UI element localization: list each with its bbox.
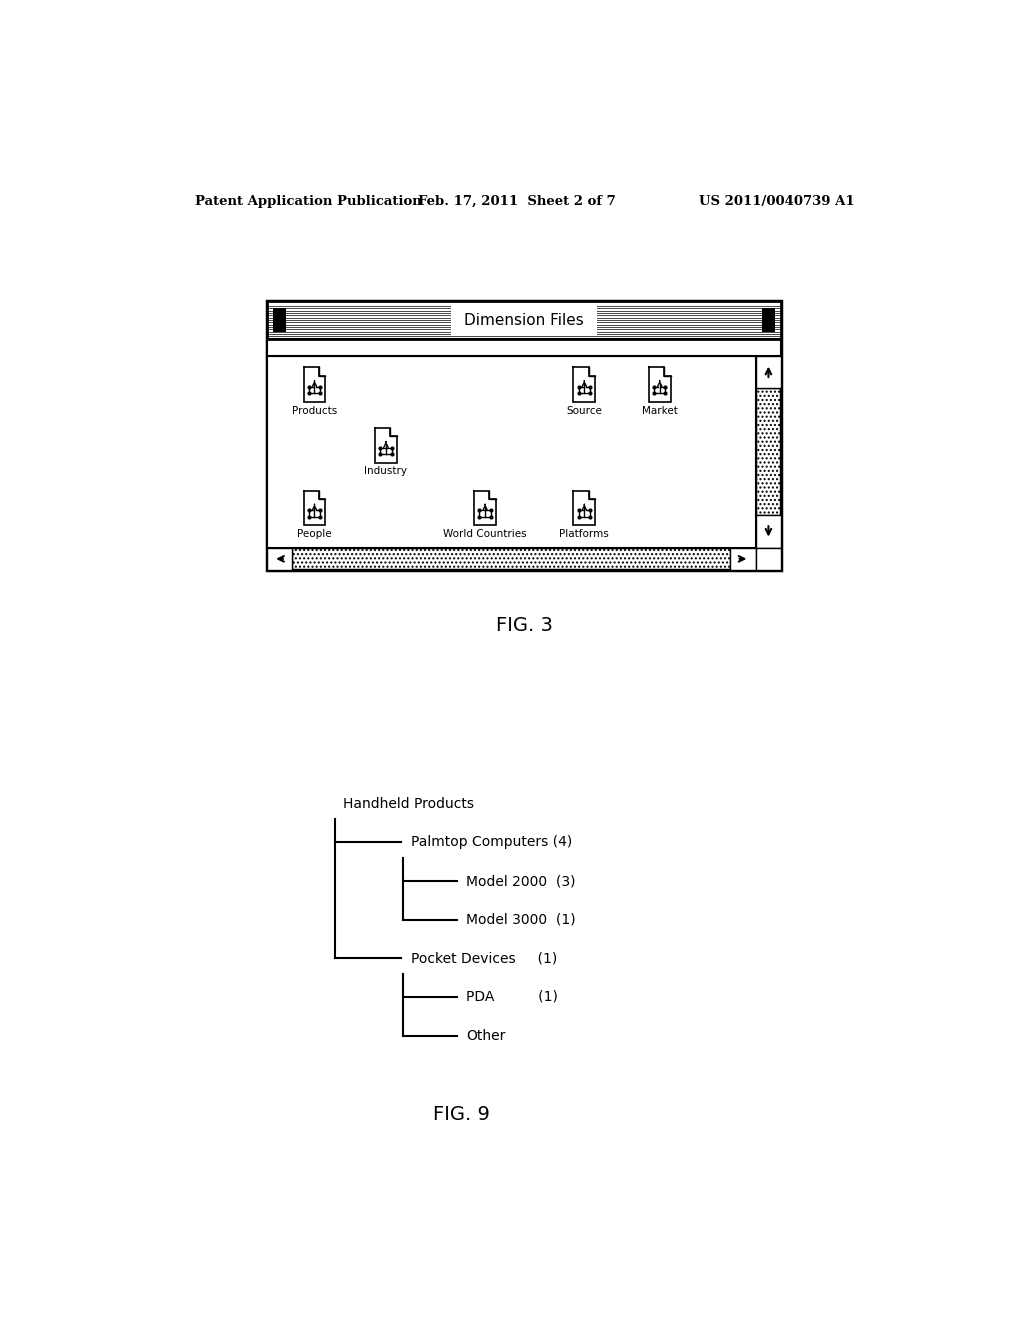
Text: PDA          (1): PDA (1)	[466, 990, 558, 1005]
Text: Platforms: Platforms	[559, 529, 609, 540]
Text: Products: Products	[292, 405, 337, 416]
Bar	[292, 548, 730, 570]
Text: People: People	[297, 529, 332, 540]
Bar	[756, 515, 781, 548]
Text: World Countries: World Countries	[443, 529, 527, 540]
Bar	[756, 548, 781, 570]
Bar	[267, 301, 781, 339]
Bar	[267, 301, 781, 339]
Bar	[756, 355, 781, 388]
Text: Model 2000  (3): Model 2000 (3)	[466, 874, 575, 888]
Text: Palmtop Computers (4): Palmtop Computers (4)	[411, 836, 571, 850]
Text: Patent Application Publication: Patent Application Publication	[196, 194, 422, 207]
Text: Market: Market	[642, 405, 678, 416]
Text: Industry: Industry	[365, 466, 408, 477]
Bar	[273, 308, 287, 333]
Text: Handheld Products: Handheld Products	[343, 797, 474, 810]
Bar	[267, 339, 781, 355]
Text: Pocket Devices     (1): Pocket Devices (1)	[411, 952, 557, 965]
Text: Feb. 17, 2011  Sheet 2 of 7: Feb. 17, 2011 Sheet 2 of 7	[418, 194, 615, 207]
Text: Other: Other	[466, 1028, 506, 1043]
Text: FIG. 9: FIG. 9	[433, 1105, 489, 1125]
Text: Model 3000  (1): Model 3000 (1)	[466, 912, 575, 927]
Bar	[762, 308, 775, 333]
Text: Dimension Files: Dimension Files	[464, 313, 584, 327]
Bar	[451, 304, 597, 337]
Bar	[730, 548, 756, 570]
Text: FIG. 3: FIG. 3	[496, 616, 552, 635]
Bar	[267, 355, 756, 548]
Bar	[756, 388, 781, 515]
Text: US 2011/0040739 A1: US 2011/0040739 A1	[699, 194, 855, 207]
Text: Source: Source	[566, 405, 602, 416]
Bar	[267, 548, 292, 570]
Bar	[267, 301, 781, 570]
